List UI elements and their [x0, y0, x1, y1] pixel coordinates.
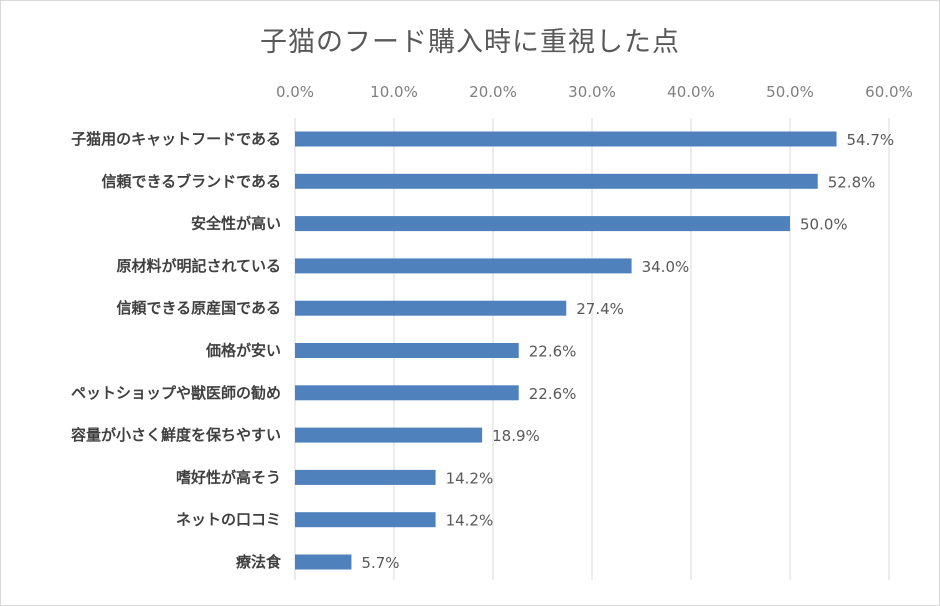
x-tick-label: 20.0%	[469, 83, 517, 101]
bar	[295, 469, 436, 485]
bar	[295, 300, 567, 316]
value-labels: 54.7% 52.8% 50.0% 34.0% 27.4% 22.6% 22.6% 18.9%…	[361, 131, 894, 572]
data-label: 14.2%	[446, 512, 494, 530]
category-labels: 子猫用のキャットフードである信頼できるブランドである安全性が高い原材料が明記され…	[70, 130, 282, 571]
x-tick-label: 60.0%	[865, 83, 913, 101]
bar	[295, 385, 519, 401]
data-label: 22.6%	[529, 343, 577, 361]
bar	[295, 131, 837, 147]
bar	[295, 258, 632, 274]
chart-title: 子猫のフード購入時に重視した点	[260, 27, 680, 58]
data-label: 50.0%	[800, 216, 848, 234]
bar	[295, 343, 519, 358]
x-tick-label: 10.0%	[370, 83, 418, 101]
data-label: 54.7%	[847, 131, 895, 149]
category-label: 安全性が高い	[191, 215, 281, 233]
data-label: 14.2%	[446, 469, 494, 487]
x-tick-label: 40.0%	[667, 83, 715, 101]
bar	[295, 216, 790, 232]
bar	[295, 427, 483, 443]
x-axis-ticks: 0.0% 10.0% 20.0% 30.0% 40.0% 50.0% 60.0%	[276, 83, 913, 101]
x-tick-label: 0.0%	[276, 83, 314, 101]
category-label: ペットショップや獣医師の勧め	[71, 384, 281, 402]
x-tick-label: 30.0%	[568, 83, 616, 101]
category-label: 療法食	[236, 553, 282, 571]
category-label: 信頼できる原産国である	[116, 299, 281, 317]
data-label: 34.0%	[642, 258, 690, 276]
data-label: 52.8%	[828, 173, 876, 191]
category-label: 子猫用のキャットフードである	[71, 130, 281, 148]
category-label: 嗜好性が高そう	[176, 468, 281, 486]
bars	[295, 131, 837, 570]
data-label: 22.6%	[529, 385, 577, 403]
category-label: 価格が安い	[205, 342, 281, 360]
category-label: 容量が小さく鮮度を保ちやすい	[70, 426, 281, 444]
bar	[295, 173, 818, 189]
bar	[295, 512, 436, 528]
data-label: 18.9%	[492, 427, 540, 445]
x-tick-label: 50.0%	[766, 83, 814, 101]
category-label: 信頼できるブランドである	[101, 172, 281, 190]
category-label: 原材料が明記されている	[116, 257, 281, 275]
category-label: ネットの口コミ	[176, 511, 281, 529]
data-label: 5.7%	[361, 554, 399, 572]
bar	[295, 554, 352, 570]
data-label: 27.4%	[576, 300, 624, 318]
